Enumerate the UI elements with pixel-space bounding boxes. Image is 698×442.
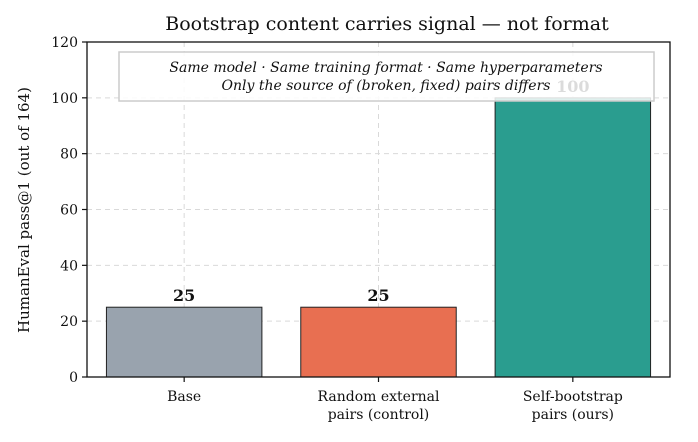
y-tick-label: 20	[60, 314, 78, 330]
data-label: 25	[367, 286, 389, 305]
x-tick-label: Base	[167, 389, 201, 405]
y-ticks: 0 20 40 60 80 100 120	[51, 35, 87, 386]
bar	[494, 97, 652, 378]
chart-title: Bootstrap content carries signal — not f…	[165, 13, 609, 35]
annotation-box: Same model · Same training format · Same…	[118, 51, 655, 102]
y-tick-label: 40	[60, 258, 78, 274]
x-ticks: Base Random external pairs (control) Self-b…	[167, 377, 623, 423]
x-tick-label: Random external pairs (control)	[318, 389, 440, 423]
annotation-line: Only the source of (broken, fixed) pairs…	[222, 78, 551, 94]
bar	[300, 306, 457, 378]
data-label: 25	[173, 286, 195, 305]
annotation-frame	[118, 51, 655, 102]
bar	[105, 306, 263, 378]
y-tick-label: 0	[69, 370, 78, 386]
y-axis-label: HumanEval pass@1 (out of 164)	[15, 87, 33, 333]
y-tick-label: 100	[51, 91, 78, 107]
y-tick-label: 120	[51, 35, 78, 51]
y-tick-label: 60	[60, 203, 78, 219]
annotation-line: Same model · Same training format · Same…	[169, 60, 602, 76]
bars	[105, 97, 652, 378]
x-tick-label: Self-bootstrap pairs (ours)	[523, 389, 623, 423]
y-tick-label: 80	[60, 147, 78, 163]
